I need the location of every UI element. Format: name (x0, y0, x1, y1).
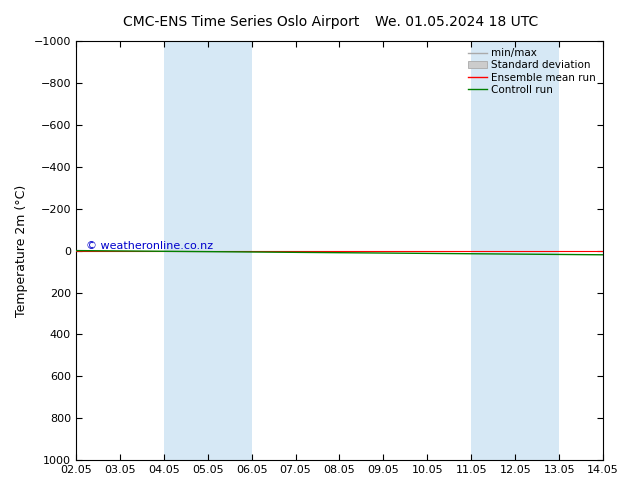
Bar (471, 41, 559, 460)
Text: We. 01.05.2024 18 UTC: We. 01.05.2024 18 UTC (375, 15, 538, 29)
Legend: min/max, Standard deviation, Ensemble mean run, Controll run: min/max, Standard deviation, Ensemble me… (466, 46, 598, 97)
Y-axis label: Temperature 2m (°C): Temperature 2m (°C) (15, 184, 28, 317)
Text: © weatheronline.co.nz: © weatheronline.co.nz (86, 241, 214, 250)
Text: CMC-ENS Time Series Oslo Airport: CMC-ENS Time Series Oslo Airport (123, 15, 359, 29)
Bar (164, 41, 252, 460)
